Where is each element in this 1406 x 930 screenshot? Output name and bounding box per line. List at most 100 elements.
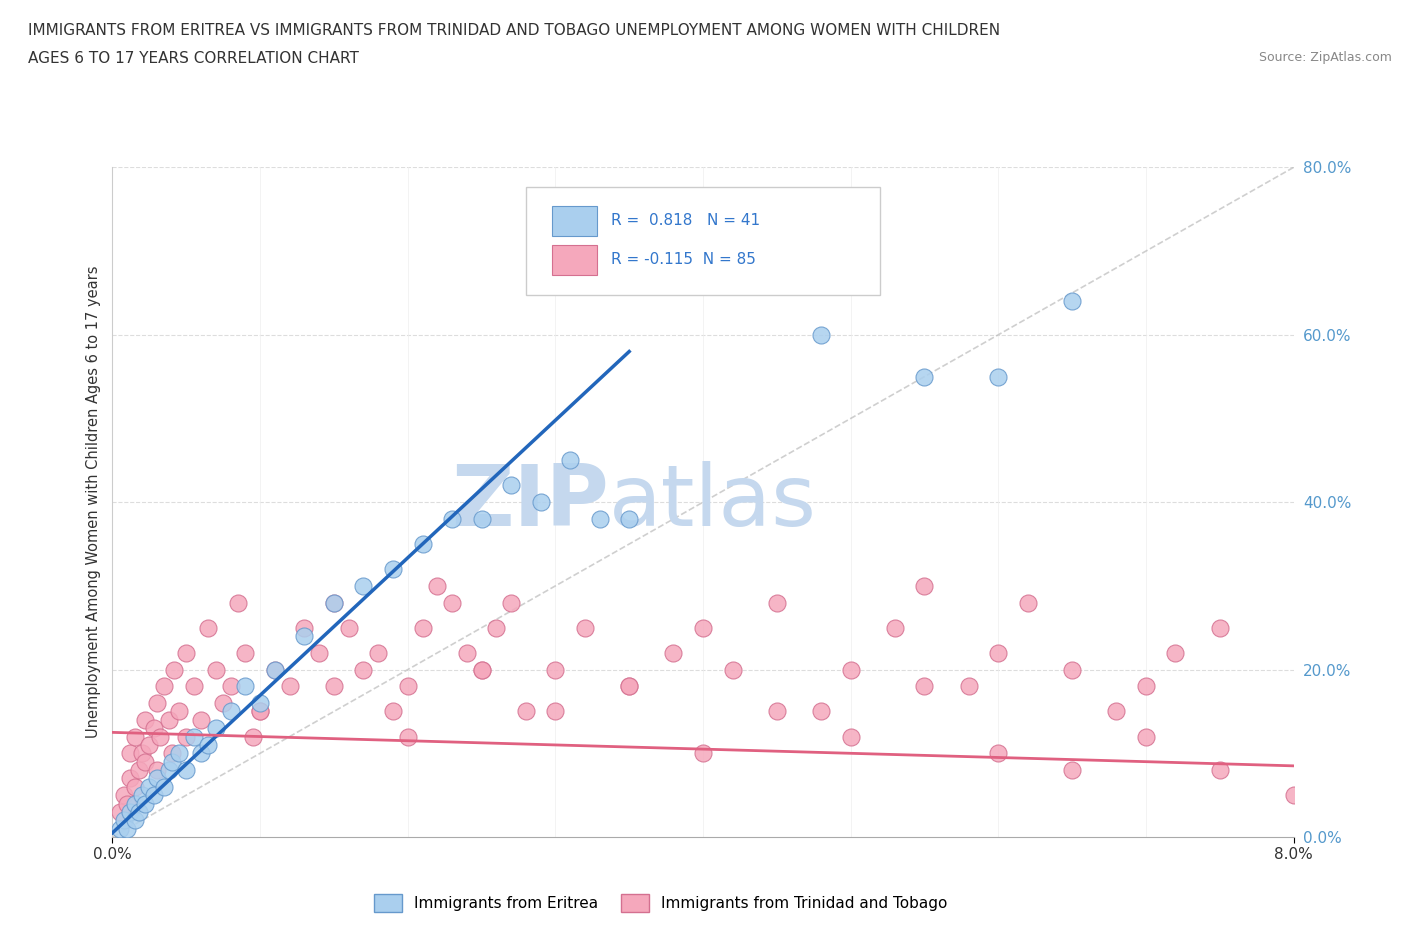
Point — [766, 595, 789, 610]
Point — [396, 679, 419, 694]
Point — [278, 679, 301, 694]
Point — [1282, 788, 1305, 803]
Point — [264, 662, 287, 677]
Point — [884, 620, 907, 635]
Point — [197, 737, 219, 752]
Point — [323, 679, 346, 694]
FancyBboxPatch shape — [526, 188, 880, 295]
Point — [692, 620, 714, 635]
Point — [292, 629, 315, 644]
Point — [810, 327, 832, 342]
Point — [352, 662, 374, 677]
Point — [501, 478, 523, 493]
Y-axis label: Unemployment Among Women with Children Ages 6 to 17 years: Unemployment Among Women with Children A… — [86, 266, 101, 738]
Bar — [551, 246, 596, 274]
Point — [367, 645, 389, 660]
Point — [153, 779, 176, 794]
Point — [249, 696, 271, 711]
Point — [146, 771, 169, 786]
Point — [396, 729, 419, 744]
Point — [174, 763, 197, 777]
Point — [588, 512, 610, 526]
Point — [138, 779, 160, 794]
Point — [412, 620, 434, 635]
Point — [120, 804, 142, 819]
Point — [167, 746, 190, 761]
Point — [124, 779, 146, 794]
Point — [128, 763, 150, 777]
Point — [456, 645, 478, 660]
Point — [226, 595, 249, 610]
Point — [381, 704, 405, 719]
Point — [692, 746, 714, 761]
Point — [157, 712, 180, 727]
Point — [212, 696, 235, 711]
Point — [1135, 679, 1157, 694]
Point — [1062, 294, 1084, 309]
Point — [163, 662, 186, 677]
Text: IMMIGRANTS FROM ERITREA VS IMMIGRANTS FROM TRINIDAD AND TOBAGO UNEMPLOYMENT AMON: IMMIGRANTS FROM ERITREA VS IMMIGRANTS FR… — [28, 23, 1000, 38]
Point — [120, 746, 142, 761]
Point — [721, 662, 744, 677]
Point — [323, 595, 346, 610]
Point — [233, 645, 256, 660]
Point — [1164, 645, 1187, 660]
Point — [1208, 620, 1232, 635]
Point — [190, 712, 212, 727]
Point — [142, 721, 165, 736]
Point — [426, 578, 449, 593]
Point — [120, 771, 142, 786]
Point — [412, 537, 434, 551]
Point — [219, 704, 242, 719]
Point — [1062, 662, 1084, 677]
Point — [190, 746, 212, 761]
Point — [128, 804, 150, 819]
Point — [485, 620, 508, 635]
Point — [134, 712, 156, 727]
Point — [957, 679, 980, 694]
Point — [146, 696, 169, 711]
Point — [544, 662, 567, 677]
Point — [308, 645, 330, 660]
Point — [292, 620, 315, 635]
Point — [146, 763, 169, 777]
Point — [264, 662, 287, 677]
Text: AGES 6 TO 17 YEARS CORRELATION CHART: AGES 6 TO 17 YEARS CORRELATION CHART — [28, 51, 359, 66]
Point — [153, 679, 176, 694]
Point — [987, 369, 1010, 384]
Point — [124, 796, 146, 811]
Point — [470, 662, 494, 677]
Point — [914, 369, 936, 384]
Point — [183, 729, 205, 744]
Point — [560, 453, 582, 468]
Bar — [551, 206, 596, 235]
Point — [138, 737, 160, 752]
Text: R =  0.818   N = 41: R = 0.818 N = 41 — [610, 214, 761, 229]
Text: ZIP: ZIP — [451, 460, 609, 544]
Point — [1105, 704, 1128, 719]
Point — [470, 662, 494, 677]
Point — [160, 754, 183, 769]
Point — [1208, 763, 1232, 777]
Point — [149, 729, 172, 744]
Text: atlas: atlas — [609, 460, 817, 544]
Point — [134, 796, 156, 811]
Point — [183, 679, 205, 694]
Point — [323, 595, 346, 610]
Point — [1062, 763, 1084, 777]
Point — [574, 620, 596, 635]
Text: R = -0.115  N = 85: R = -0.115 N = 85 — [610, 252, 756, 267]
Point — [839, 729, 862, 744]
Point — [441, 512, 464, 526]
Point — [619, 679, 641, 694]
Point — [174, 645, 197, 660]
Point — [1135, 729, 1157, 744]
Point — [839, 662, 862, 677]
Point — [117, 796, 138, 811]
Point — [108, 804, 131, 819]
Point — [219, 679, 242, 694]
Point — [157, 763, 180, 777]
Point — [441, 595, 464, 610]
Point — [242, 729, 264, 744]
Point — [197, 620, 219, 635]
